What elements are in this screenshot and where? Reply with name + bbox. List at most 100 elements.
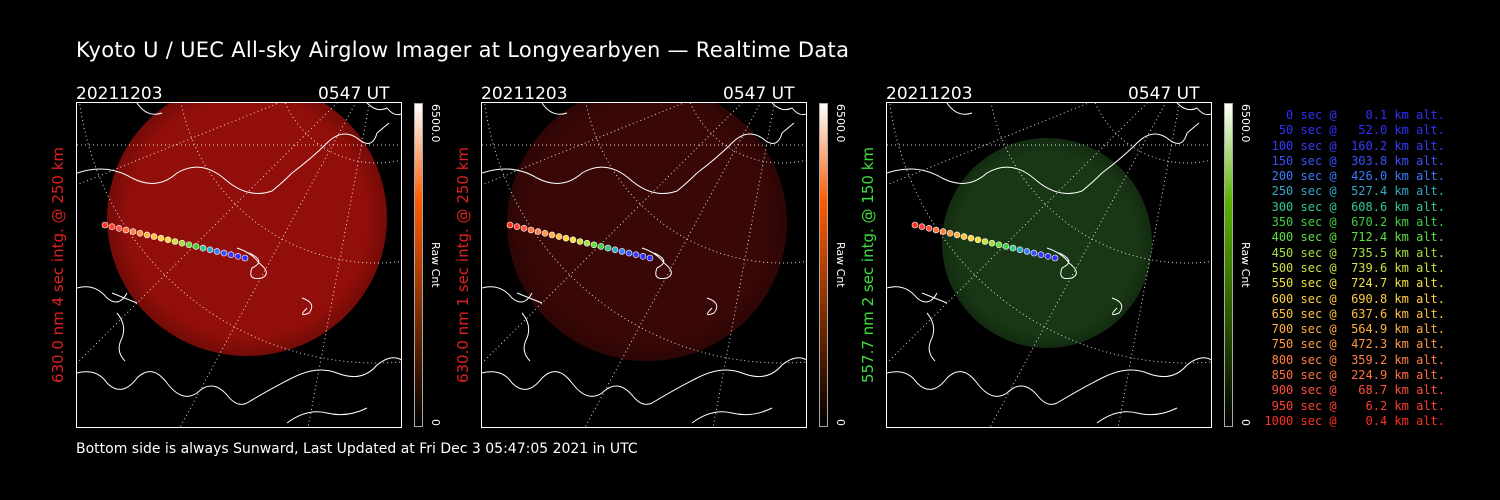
trajectory-point bbox=[115, 225, 123, 232]
colorbar-min: 0 bbox=[834, 419, 847, 426]
trajectory-point bbox=[513, 223, 521, 230]
trajectory-point bbox=[967, 234, 975, 242]
trajectory-point bbox=[911, 221, 919, 229]
trajectory-point bbox=[1037, 251, 1045, 258]
trajectory-point bbox=[590, 241, 598, 249]
legend-entry: 100 sec @ 160.2 km alt. bbox=[1264, 138, 1445, 153]
trajectory-point bbox=[1009, 244, 1017, 252]
trajectory-point bbox=[108, 223, 116, 230]
sky-image-map bbox=[77, 103, 401, 427]
colorbar-max: 6500.0 bbox=[834, 104, 847, 143]
trajectory-legend: 0 sec @ 0.1 km alt. 50 sec @ 52.0 km alt… bbox=[1255, 108, 1445, 429]
legend-entry: 350 sec @ 670.2 km alt. bbox=[1264, 215, 1445, 230]
trajectory-point bbox=[1023, 248, 1031, 255]
trajectory-point bbox=[178, 239, 186, 247]
colorbar-unit: Raw Cnt bbox=[1239, 242, 1252, 288]
trajectory-point bbox=[171, 238, 179, 245]
trajectory-point bbox=[618, 248, 626, 255]
legend-entry: 0 sec @ 0.1 km alt. bbox=[1264, 108, 1445, 122]
trajectory-point bbox=[555, 233, 563, 240]
legend-entry: 550 sec @ 724.7 km alt. bbox=[1264, 276, 1445, 291]
trajectory-point bbox=[632, 251, 640, 258]
trajectory-point bbox=[234, 253, 242, 260]
trajectory-point bbox=[548, 231, 556, 239]
airglow-image bbox=[942, 138, 1152, 348]
legend-entry: 150 sec @ 303.8 km alt. bbox=[1264, 153, 1445, 168]
coastline-outline bbox=[482, 103, 806, 424]
trajectory-point bbox=[1030, 249, 1038, 257]
trajectory-point bbox=[988, 239, 996, 247]
trajectory-point bbox=[101, 221, 109, 229]
colorbar bbox=[819, 103, 828, 427]
trajectory-point bbox=[569, 236, 577, 244]
trajectory-point bbox=[534, 228, 542, 235]
legend-entry: 1000 sec @ 0.4 km alt. bbox=[1264, 413, 1445, 428]
trajectory-point bbox=[611, 246, 619, 254]
colorbar-max: 6500.0 bbox=[1239, 104, 1252, 143]
panel-date: 20211203 bbox=[886, 84, 973, 104]
legend-entry: 300 sec @ 608.6 km alt. bbox=[1264, 199, 1445, 214]
panel-time: 0547 UT bbox=[1128, 84, 1200, 104]
colorbar-unit: Raw Cnt bbox=[834, 242, 847, 288]
trajectory-point bbox=[150, 233, 158, 240]
trajectory-point bbox=[1016, 246, 1024, 254]
trajectory-point bbox=[597, 243, 605, 250]
legend-entry: 900 sec @ 68.7 km alt. bbox=[1264, 383, 1445, 398]
trajectory-point bbox=[625, 249, 633, 257]
trajectory-point bbox=[939, 228, 947, 235]
update-footer: Bottom side is always Sunward, Last Upda… bbox=[76, 441, 638, 457]
trajectory-point bbox=[946, 230, 954, 237]
legend-entry: 400 sec @ 712.4 km alt. bbox=[1264, 230, 1445, 245]
panel-date: 20211203 bbox=[481, 84, 568, 104]
trajectory-point bbox=[639, 253, 647, 260]
trajectory-point bbox=[192, 243, 200, 250]
colorbar bbox=[414, 103, 423, 427]
legend-entry: 600 sec @ 690.8 km alt. bbox=[1264, 291, 1445, 306]
sky-panel bbox=[481, 102, 807, 428]
panel-wavelength-label: 630.0 nm 4 sec intg. @ 250 km bbox=[49, 146, 67, 384]
colorbar-min: 0 bbox=[1239, 419, 1252, 426]
page-title: Kyoto U / UEC All-sky Airglow Imager at … bbox=[76, 38, 850, 62]
colorbar-min: 0 bbox=[429, 419, 442, 426]
trajectory-point bbox=[974, 236, 982, 244]
trajectory-point bbox=[583, 239, 591, 247]
trajectory bbox=[506, 221, 654, 262]
trajectory-point bbox=[220, 249, 228, 257]
trajectory-point bbox=[241, 254, 249, 262]
trajectory-point bbox=[604, 244, 612, 252]
legend-entry: 650 sec @ 637.6 km alt. bbox=[1264, 306, 1445, 321]
trajectory-point bbox=[646, 254, 654, 262]
trajectory-point bbox=[143, 231, 151, 239]
panel-time: 0547 UT bbox=[723, 84, 795, 104]
trajectory-point bbox=[199, 244, 207, 252]
colorbar-max: 6500.0 bbox=[429, 104, 442, 143]
legend-entry: 50 sec @ 52.0 km alt. bbox=[1264, 123, 1445, 138]
trajectory-point bbox=[953, 231, 961, 239]
trajectory-point bbox=[960, 233, 968, 240]
trajectory-point bbox=[918, 223, 926, 230]
legend-entry: 250 sec @ 527.4 km alt. bbox=[1264, 184, 1445, 199]
panel-wavelength-label: 557.7 nm 2 sec intg. @ 150 km bbox=[859, 146, 877, 384]
trajectory-point bbox=[541, 230, 549, 237]
trajectory-point bbox=[129, 228, 137, 235]
trajectory bbox=[911, 221, 1059, 262]
trajectory-point bbox=[925, 225, 933, 232]
airglow-image bbox=[107, 103, 387, 356]
trajectory-point bbox=[576, 238, 584, 245]
panel-date: 20211203 bbox=[76, 84, 163, 104]
trajectory-point bbox=[213, 248, 221, 255]
trajectory-point bbox=[981, 238, 989, 245]
trajectory bbox=[101, 221, 249, 262]
sky-image-map bbox=[482, 103, 806, 427]
trajectory-point bbox=[1051, 254, 1059, 262]
legend-entry: 500 sec @ 739.6 km alt. bbox=[1264, 260, 1445, 275]
coastline-outline bbox=[77, 103, 401, 424]
trajectory-point bbox=[122, 226, 130, 234]
trajectory-point bbox=[995, 241, 1003, 249]
legend-entry: 800 sec @ 359.2 km alt. bbox=[1264, 352, 1445, 367]
trajectory-point bbox=[527, 226, 535, 234]
legend-entry: 750 sec @ 472.3 km alt. bbox=[1264, 337, 1445, 352]
trajectory-point bbox=[932, 226, 940, 234]
panel-wavelength-label: 630.0 nm 1 sec intg. @ 250 km bbox=[454, 146, 472, 384]
coastline-outline bbox=[887, 103, 1211, 424]
